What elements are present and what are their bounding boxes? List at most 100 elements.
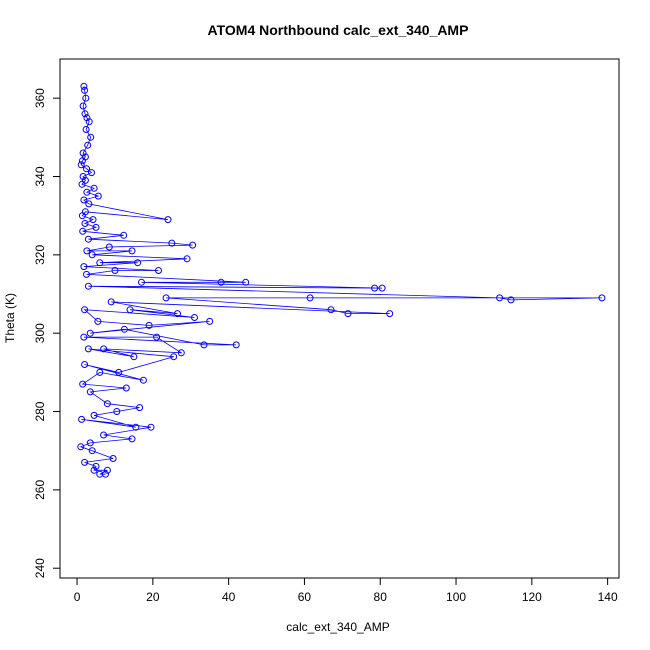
data-point xyxy=(109,455,117,462)
data-point xyxy=(153,333,161,341)
data-point xyxy=(162,294,170,302)
data-point xyxy=(82,94,90,102)
data-point xyxy=(77,161,85,169)
data-point xyxy=(122,384,130,392)
data-point xyxy=(189,241,197,249)
data-point xyxy=(96,368,104,376)
data-point xyxy=(136,404,144,412)
y-tick-label: 280 xyxy=(33,401,47,421)
data-point xyxy=(217,278,225,286)
data-point xyxy=(378,284,386,292)
x-axis: 0 20 40 60 80 100 120 140 xyxy=(74,577,618,604)
data-point xyxy=(371,284,379,292)
data-point xyxy=(164,216,172,224)
data-point xyxy=(102,470,109,478)
data-point xyxy=(598,294,606,302)
data-point xyxy=(327,306,335,314)
data-point xyxy=(200,341,208,349)
chart-title: ATOM4 Northbound calc_ext_340_AMP xyxy=(208,22,469,38)
data-point xyxy=(100,431,108,439)
data-point xyxy=(81,306,89,314)
data-point xyxy=(85,200,93,208)
data-point xyxy=(90,184,98,192)
data-point xyxy=(130,353,138,361)
data-point xyxy=(120,325,128,333)
y-tick-label: 260 xyxy=(33,480,47,500)
data-point xyxy=(94,317,102,325)
data-point xyxy=(115,368,123,376)
data-point xyxy=(87,133,95,141)
data-point xyxy=(145,321,153,329)
data-point xyxy=(80,82,88,90)
data-point xyxy=(168,239,176,247)
y-tick-label: 360 xyxy=(33,88,47,108)
data-point xyxy=(386,310,394,318)
data-point xyxy=(88,447,96,455)
data-point xyxy=(128,435,136,443)
data-point xyxy=(89,216,97,224)
data-point xyxy=(78,157,86,165)
data-point xyxy=(183,255,191,263)
data-point xyxy=(88,169,95,177)
x-tick-label: 140 xyxy=(598,590,618,604)
data-point xyxy=(81,110,89,118)
data-point xyxy=(79,227,87,235)
data-point xyxy=(496,294,504,302)
data-point xyxy=(81,361,89,368)
data-point xyxy=(79,380,87,388)
data-point xyxy=(79,102,87,110)
x-tick-label: 100 xyxy=(446,590,466,604)
data-point xyxy=(94,192,102,200)
data-point xyxy=(100,345,108,353)
data-point xyxy=(138,278,145,286)
data-point xyxy=(174,310,181,318)
data-point xyxy=(86,329,94,337)
data-point xyxy=(84,345,92,353)
y-axis-label: Theta (K) xyxy=(3,293,17,343)
data-point xyxy=(83,247,91,255)
data-point xyxy=(77,443,85,451)
data-point xyxy=(81,220,89,227)
data-point xyxy=(139,376,147,384)
data-point xyxy=(113,408,121,415)
data-point xyxy=(80,263,88,271)
data-point xyxy=(103,400,111,408)
x-tick-label: 20 xyxy=(146,590,160,604)
data-point xyxy=(80,196,88,204)
x-axis-label: calc_ext_340_AMP xyxy=(286,620,389,634)
y-tick-label: 320 xyxy=(33,245,47,265)
data-point xyxy=(78,415,86,423)
data-point xyxy=(132,423,140,431)
y-tick-label: 240 xyxy=(33,558,47,578)
data-point xyxy=(78,212,86,220)
data-point xyxy=(83,188,91,196)
data-point xyxy=(306,294,314,302)
data-point xyxy=(206,317,214,325)
data-point xyxy=(191,314,198,321)
data-point xyxy=(170,353,178,361)
data-point xyxy=(85,118,93,126)
data-point xyxy=(81,86,89,94)
data-point xyxy=(242,278,250,286)
data-point xyxy=(83,165,90,173)
data-point xyxy=(126,306,134,314)
data-point xyxy=(82,126,90,133)
x-tick-label: 60 xyxy=(298,590,312,604)
data-point xyxy=(92,462,100,470)
data-point xyxy=(84,282,92,290)
data-point xyxy=(86,388,94,396)
x-tick-label: 40 xyxy=(222,590,236,604)
plot-frame xyxy=(59,58,620,579)
data-point xyxy=(111,267,119,274)
data-point xyxy=(78,180,86,188)
series-line xyxy=(79,86,602,475)
data-point xyxy=(103,466,111,474)
data-point xyxy=(80,333,88,341)
y-tick-label: 340 xyxy=(33,166,47,186)
data-point xyxy=(88,251,96,259)
data-point xyxy=(107,298,115,306)
data-point xyxy=(90,466,98,474)
data-point xyxy=(134,259,142,267)
x-tick-label: 120 xyxy=(522,590,542,604)
